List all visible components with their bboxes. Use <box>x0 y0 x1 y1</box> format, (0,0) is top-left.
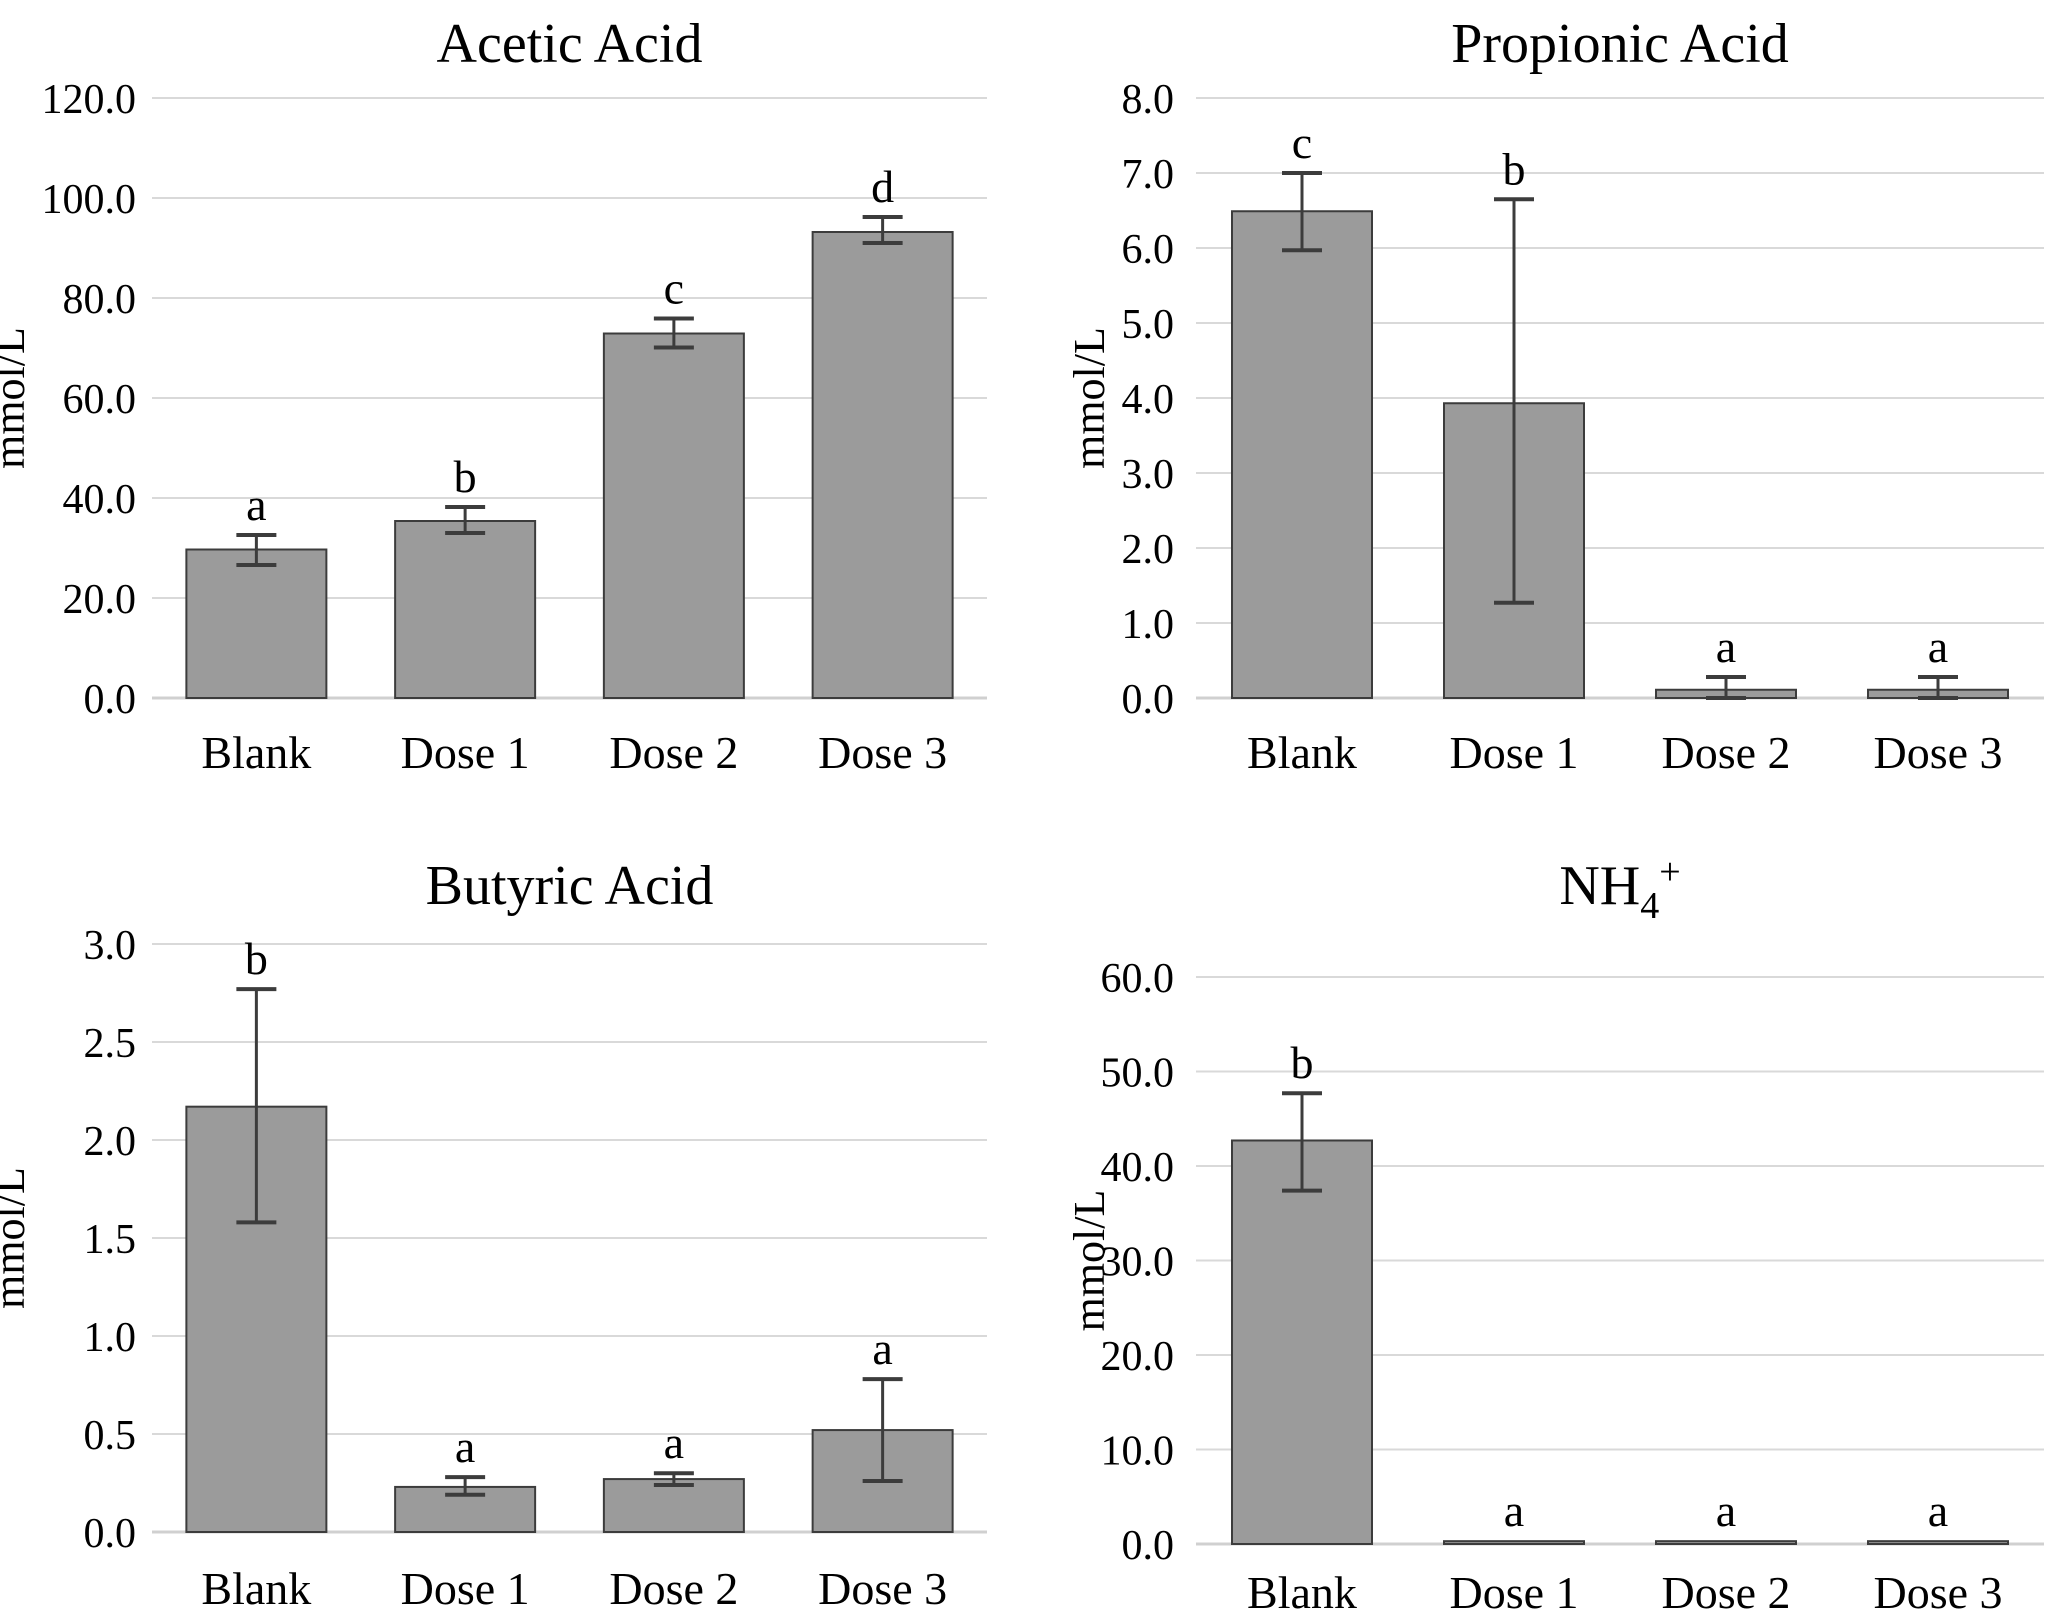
sig-letter: d <box>871 161 894 212</box>
y-tick-label: 20.0 <box>63 577 137 623</box>
chart-ammonium: 0.0 10.0 20.0 30.0 40.0 50.0 60.0 mmol/L NH4+ b Bl… <box>1065 851 2044 1615</box>
y-tick-label: 1.0 <box>1122 602 1175 648</box>
y-tick-label: 40.0 <box>1101 1145 1175 1191</box>
sig-letter: b <box>1503 143 1526 194</box>
y-tick-label: 100.0 <box>42 177 137 223</box>
y-tick-label: 1.5 <box>84 1217 137 1263</box>
x-category-label: Blank <box>1247 727 1357 778</box>
x-category-label: Dose 1 <box>401 1563 530 1614</box>
x-category-label: Dose 1 <box>1449 727 1578 778</box>
x-category-label: Dose 3 <box>1873 727 2002 778</box>
y-tick-label: 1.0 <box>84 1315 137 1361</box>
y-tick-label: 0.5 <box>84 1413 137 1459</box>
y-tick-label: 20.0 <box>1101 1334 1175 1380</box>
chart-title: NH4+ <box>1559 851 1680 927</box>
y-tick-label: 8.0 <box>1122 77 1175 123</box>
sig-letter: a <box>1716 621 1736 672</box>
y-tick-label: 30.0 <box>1101 1240 1175 1286</box>
y-tick-label: 120.0 <box>42 77 137 123</box>
sig-letter: a <box>1928 1485 1948 1536</box>
y-tick-label: 2.0 <box>84 1119 137 1165</box>
x-category-label: Dose 2 <box>1661 1567 1790 1615</box>
bar <box>602 1478 745 1534</box>
y-tick-label: 3.0 <box>1122 452 1175 498</box>
chart-title: Butyric Acid <box>426 855 714 917</box>
y-tick-label: 60.0 <box>63 377 137 423</box>
y-tick-label: 3.0 <box>84 923 137 969</box>
y-tick-label: 0.0 <box>84 677 137 723</box>
bar <box>1655 1540 1797 1545</box>
y-tick-label: 0.0 <box>1122 677 1175 723</box>
sig-letter: a <box>455 1421 475 1472</box>
sig-letter: a <box>664 1417 684 1468</box>
chart-acetic-acid: 0.0 20.0 40.0 60.0 80.0 100.0 120.0 mmol/L Aceti… <box>0 13 987 778</box>
sig-letter: a <box>1504 1485 1524 1536</box>
sig-letter: b <box>245 933 268 984</box>
sig-letter: b <box>454 451 477 502</box>
chart-propionic-acid: 0.0 1.0 2.0 3.0 4.0 5.0 6.0 7.0 8.0 mmol/L Propion… <box>1065 13 2044 778</box>
bar <box>1867 1540 2009 1545</box>
sig-letter: a <box>872 1323 892 1374</box>
bar <box>1231 1139 1373 1545</box>
sig-letter: b <box>1291 1037 1314 1088</box>
y-tick-label: 2.5 <box>84 1021 137 1067</box>
chart-panel-propionic-acid: 0.0 1.0 2.0 3.0 4.0 5.0 6.0 7.0 8.0 mmol/L Propion… <box>1024 0 2048 807</box>
y-axis-label: mmol/L <box>0 327 34 469</box>
y-tick-label: 0.0 <box>1122 1523 1175 1569</box>
y-tick-label: 7.0 <box>1122 152 1175 198</box>
x-category-label: Dose 3 <box>818 727 947 778</box>
x-category-label: Dose 2 <box>609 727 738 778</box>
bar <box>1231 210 1373 699</box>
chart-butyric-acid: 0.0 0.5 1.0 1.5 2.0 2.5 3.0 mmol/L Butyric Acid b… <box>0 855 987 1614</box>
y-tick-label: 2.0 <box>1122 527 1175 573</box>
y-tick-label: 5.0 <box>1122 302 1175 348</box>
x-category-label: Blank <box>201 1563 311 1614</box>
chart-panel-butyric-acid: 0.0 0.5 1.0 1.5 2.0 2.5 3.0 mmol/L Butyric Acid b… <box>0 807 1024 1615</box>
x-category-label: Dose 2 <box>609 1563 738 1614</box>
y-tick-label: 0.0 <box>84 1511 137 1557</box>
bar <box>602 332 745 699</box>
y-tick-label: 50.0 <box>1101 1051 1175 1097</box>
x-category-label: Dose 1 <box>1449 1567 1578 1615</box>
bar <box>185 548 328 699</box>
y-tick-label: 4.0 <box>1122 377 1175 423</box>
x-category-label: Dose 3 <box>818 1563 947 1614</box>
chart-title: Propionic Acid <box>1451 13 1789 75</box>
x-category-label: Dose 3 <box>1873 1567 2002 1615</box>
y-tick-label: 10.0 <box>1101 1429 1175 1475</box>
x-category-label: Dose 1 <box>401 727 530 778</box>
y-tick-label: 6.0 <box>1122 227 1175 273</box>
y-axis-label: mmol/L <box>1065 327 1114 469</box>
chart-panel-ammonium: 0.0 10.0 20.0 30.0 40.0 50.0 60.0 mmol/L NH4+ b Bl… <box>1024 807 2048 1615</box>
sig-letter: c <box>1292 117 1312 168</box>
x-category-label: Dose 2 <box>1661 727 1790 778</box>
y-axis-label: mmol/L <box>0 1167 34 1309</box>
sig-letter: a <box>1928 621 1948 672</box>
y-axis-label: mmol/L <box>1065 1190 1114 1332</box>
bar <box>394 520 537 699</box>
chart-title: Acetic Acid <box>437 13 703 75</box>
x-category-label: Blank <box>201 727 311 778</box>
x-category-label: Blank <box>1247 1567 1357 1615</box>
y-tick-label: 80.0 <box>63 277 137 323</box>
sig-letter: c <box>664 263 684 314</box>
sig-letter: a <box>246 479 266 530</box>
bar <box>811 231 954 699</box>
y-tick-label: 40.0 <box>63 477 137 523</box>
y-tick-label: 60.0 <box>1101 956 1175 1002</box>
chart-panel-acetic-acid: 0.0 20.0 40.0 60.0 80.0 100.0 120.0 mmol/L Aceti… <box>0 0 1024 807</box>
sig-letter: a <box>1716 1485 1736 1536</box>
bar <box>1443 1540 1585 1545</box>
